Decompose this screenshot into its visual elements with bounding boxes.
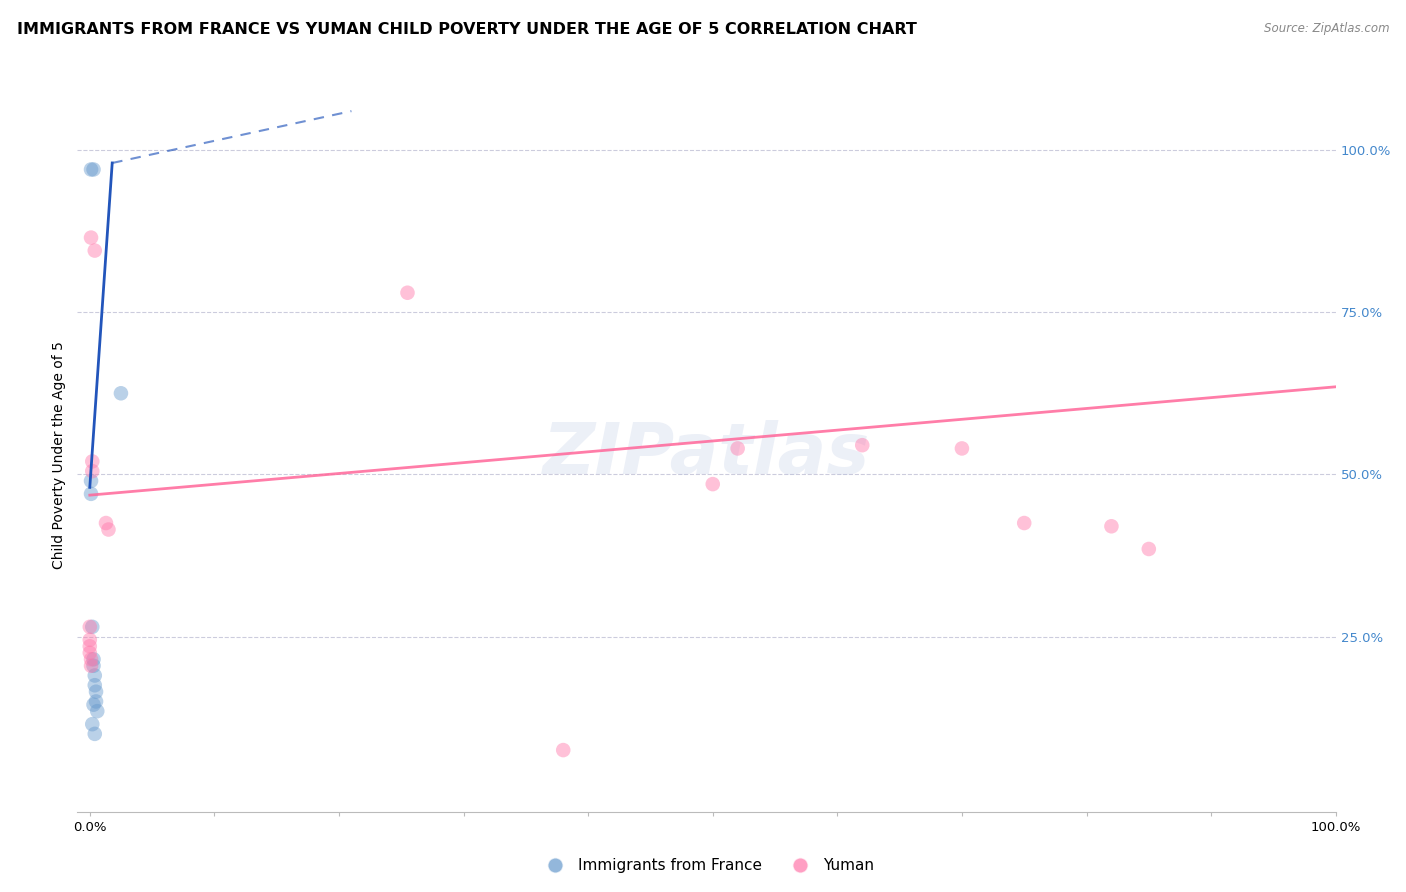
Point <box>83 678 105 692</box>
Point <box>82 464 104 478</box>
Point <box>80 474 103 488</box>
Point <box>83 244 105 258</box>
Point <box>110 386 132 401</box>
Point <box>80 162 103 177</box>
Point <box>553 743 575 757</box>
Point <box>83 162 105 177</box>
Legend: Immigrants from France, Yuman: Immigrants from France, Yuman <box>533 852 880 879</box>
Point <box>82 717 104 731</box>
Point <box>851 438 873 452</box>
Point <box>950 442 973 456</box>
Point <box>80 652 103 666</box>
Point <box>84 684 107 698</box>
Point <box>80 230 103 244</box>
Point <box>79 632 101 647</box>
Point <box>83 652 105 666</box>
Point <box>79 640 101 654</box>
Point <box>80 487 103 501</box>
Point <box>83 668 105 682</box>
Point <box>83 727 105 741</box>
Point <box>94 516 117 530</box>
Point <box>702 477 724 491</box>
Point <box>80 658 103 673</box>
Point <box>1099 519 1122 533</box>
Point <box>1137 541 1160 556</box>
Point <box>86 704 108 718</box>
Point <box>82 620 104 634</box>
Point <box>1012 516 1035 530</box>
Text: ZIPatlas: ZIPatlas <box>543 420 870 490</box>
Point <box>82 454 104 468</box>
Point <box>84 694 107 708</box>
Point <box>97 523 120 537</box>
Point <box>83 658 105 673</box>
Point <box>727 442 749 456</box>
Point <box>83 698 105 712</box>
Text: IMMIGRANTS FROM FRANCE VS YUMAN CHILD POVERTY UNDER THE AGE OF 5 CORRELATION CHA: IMMIGRANTS FROM FRANCE VS YUMAN CHILD PO… <box>17 22 917 37</box>
Y-axis label: Child Poverty Under the Age of 5: Child Poverty Under the Age of 5 <box>52 341 66 569</box>
Text: Source: ZipAtlas.com: Source: ZipAtlas.com <box>1264 22 1389 36</box>
Point <box>396 285 419 300</box>
Point <box>79 646 101 660</box>
Point <box>79 620 101 634</box>
